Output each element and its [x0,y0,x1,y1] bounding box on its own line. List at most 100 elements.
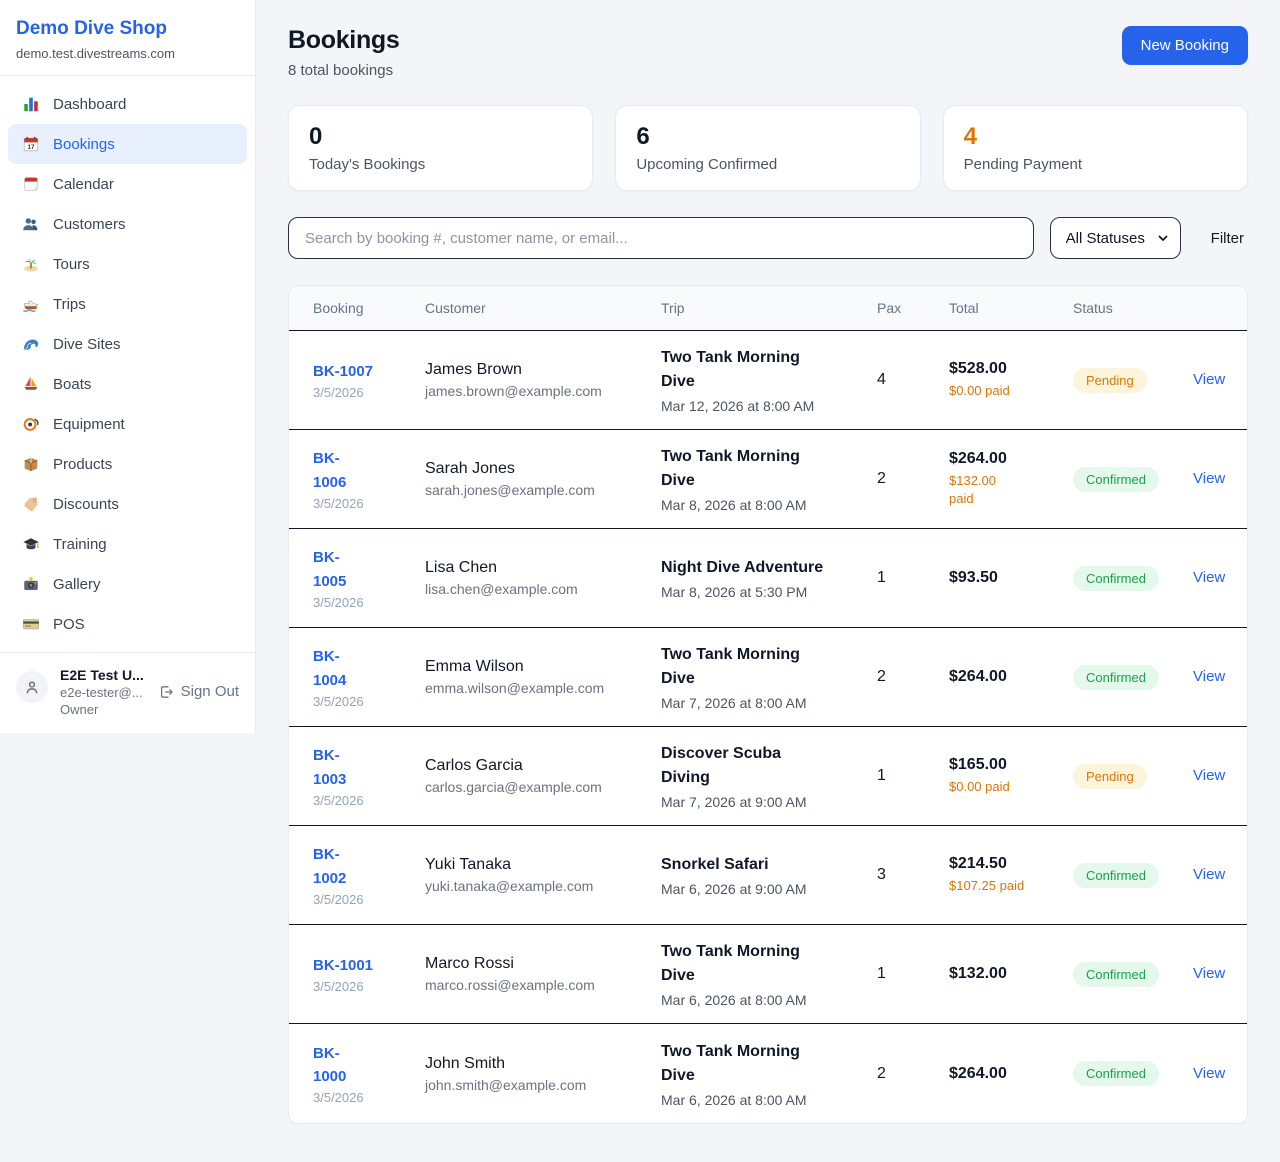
filter-row: All Statuses Filter [288,217,1248,259]
status-badge: Pending [1073,763,1147,789]
trip-name: Two Tank Morning Dive [661,1042,800,1084]
trip-datetime: Mar 7, 2026 at 8:00 AM [661,695,807,711]
total-cell: $264.00 [949,668,1073,686]
sidebar-item-pos[interactable]: POS [8,604,247,644]
stat-card-todays-bookings: 0 Today's Bookings [288,105,594,191]
status-cell: Confirmed [1073,466,1193,492]
booking-id-link[interactable]: BK-1001 [313,956,374,974]
paid-amount: $132.00 paid [949,472,996,506]
customer-name: Carlos Garcia [425,757,523,774]
customer-email: sarah.jones@example.com [425,482,595,498]
boats-sailboat-icon [22,375,40,393]
trip-datetime: Mar 6, 2026 at 8:00 AM [661,992,807,1008]
customer-cell: James Brown james.brown@example.com [425,361,661,399]
booking-id-link[interactable]: BK- 1005 [313,549,347,590]
customer-name: Emma Wilson [425,658,524,675]
total-amount: $132.00 [949,965,1007,982]
customer-email: emma.wilson@example.com [425,680,605,696]
booking-id-link[interactable]: BK- 1006 [313,450,347,491]
sidebar-item-bookings[interactable]: 17 Bookings [8,124,247,164]
customer-cell: Carlos Garcia carlos.garcia@example.com [425,757,661,795]
user-meta: E2E Test U... e2e-tester@... Owner [60,667,146,717]
pos-card-icon [22,615,40,633]
sidebar-item-label: POS [53,615,85,633]
table-row: BK- 1002 3/5/2026 Yuki Tanaka yuki.tanak… [289,826,1247,925]
pax-count: 1 [877,569,886,586]
sidebar-item-gallery[interactable]: Gallery [8,564,247,604]
trip-name: Discover Scuba Diving [661,745,782,786]
pax-count: 1 [877,767,886,784]
booking-date: 3/5/2026 [313,693,364,709]
booking-cell: BK- 1000 3/5/2026 [313,1042,425,1106]
sidebar-item-trips[interactable]: Trips [8,284,247,324]
trip-cell: Two Tank Morning Dive Mar 6, 2026 at 8:0… [661,1040,877,1108]
sidebar-item-training[interactable]: Training [8,524,247,564]
sidebar-item-label: Gallery [53,575,101,593]
sidebar-item-discounts[interactable]: Discounts [8,484,247,524]
new-booking-button[interactable]: New Booking [1121,26,1248,65]
sidebar-item-products[interactable]: Products [8,444,247,484]
sidebar-item-label: Products [53,455,113,473]
trip-name: Two Tank Morning Dive [661,943,800,984]
status-cell: Confirmed [1073,862,1193,888]
sidebar-item-label: Dive Sites [53,335,121,353]
booking-id-link[interactable]: BK- 1003 [313,747,347,788]
view-link[interactable]: View [1193,470,1226,487]
view-link[interactable]: View [1193,1064,1226,1082]
sidebar-item-label: Trips [53,295,86,313]
booking-date: 3/5/2026 [313,792,364,808]
trip-datetime: Mar 8, 2026 at 5:30 PM [661,584,808,600]
view-link[interactable]: View [1193,371,1226,388]
booking-date: 3/5/2026 [313,385,364,401]
search-input[interactable] [288,217,1034,259]
booking-id-link[interactable]: BK- 1000 [313,1044,347,1085]
view-link[interactable]: View [1193,866,1226,883]
paid-amount: $0.00 paid [949,778,1010,794]
column-header-status: Status [1073,300,1113,316]
view-link[interactable]: View [1193,965,1226,982]
calendar-icon [22,175,40,193]
page-title: Bookings [288,26,400,54]
booking-id-link[interactable]: BK-1007 [313,362,374,380]
trip-name: Two Tank Morning Dive [661,349,800,390]
status-select-wrap: All Statuses [1049,217,1181,259]
table-row: BK- 1006 3/5/2026 Sarah Jones sarah.jone… [289,430,1247,529]
sidebar-item-calendar[interactable]: Calendar [8,164,247,204]
total-cell: $93.50 [949,569,1073,587]
booking-cell: BK- 1006 3/5/2026 [313,447,425,511]
status-select[interactable]: All Statuses [1049,217,1181,259]
user-role: Owner [60,702,99,717]
user-email: e2e-tester@... [60,685,143,700]
avatar [16,671,48,703]
sidebar-item-customers[interactable]: Customers [8,204,247,244]
customer-email: marco.rossi@example.com [425,977,595,993]
sidebar-item-dashboard[interactable]: Dashboard [8,84,247,124]
stat-value: 6 [636,123,650,150]
booking-date: 3/5/2026 [313,1090,364,1106]
booking-cell: BK- 1003 3/5/2026 [313,744,425,808]
main-content: Bookings 8 total bookings New Booking 0 … [256,0,1280,1154]
booking-cell: BK- 1004 3/5/2026 [313,645,425,709]
stat-card-upcoming-confirmed: 6 Upcoming Confirmed [615,105,921,191]
sidebar-item-equipment[interactable]: Equipment [8,404,247,444]
trip-cell: Two Tank Morning Dive Mar 6, 2026 at 8:0… [661,940,877,1008]
paid-amount: $107.25 paid [949,877,1025,893]
sidebar-item-dive-sites[interactable]: Dive Sites [8,324,247,364]
booking-id-link[interactable]: BK- 1004 [313,648,347,689]
view-link[interactable]: View [1193,569,1226,586]
status-cell: Confirmed [1073,961,1193,987]
column-header-pax: Pax [877,300,902,316]
sign-out-icon [160,685,173,698]
view-link[interactable]: View [1193,767,1226,784]
booking-id-link[interactable]: BK- 1002 [313,846,347,887]
sidebar-item-boats[interactable]: Boats [8,364,247,404]
sidebar-item-tours[interactable]: Tours [8,244,247,284]
view-link[interactable]: View [1193,668,1226,685]
sign-out-button[interactable]: Sign Out [158,683,239,700]
trip-cell: Two Tank Morning Dive Mar 8, 2026 at 8:0… [661,445,877,513]
column-header-actions [1193,294,1223,322]
total-cell: $132.00 [949,965,1073,983]
trips-boat-icon [22,295,40,313]
customer-cell: John Smith john.smith@example.com [425,1055,661,1093]
customer-name: John Smith [425,1054,506,1072]
